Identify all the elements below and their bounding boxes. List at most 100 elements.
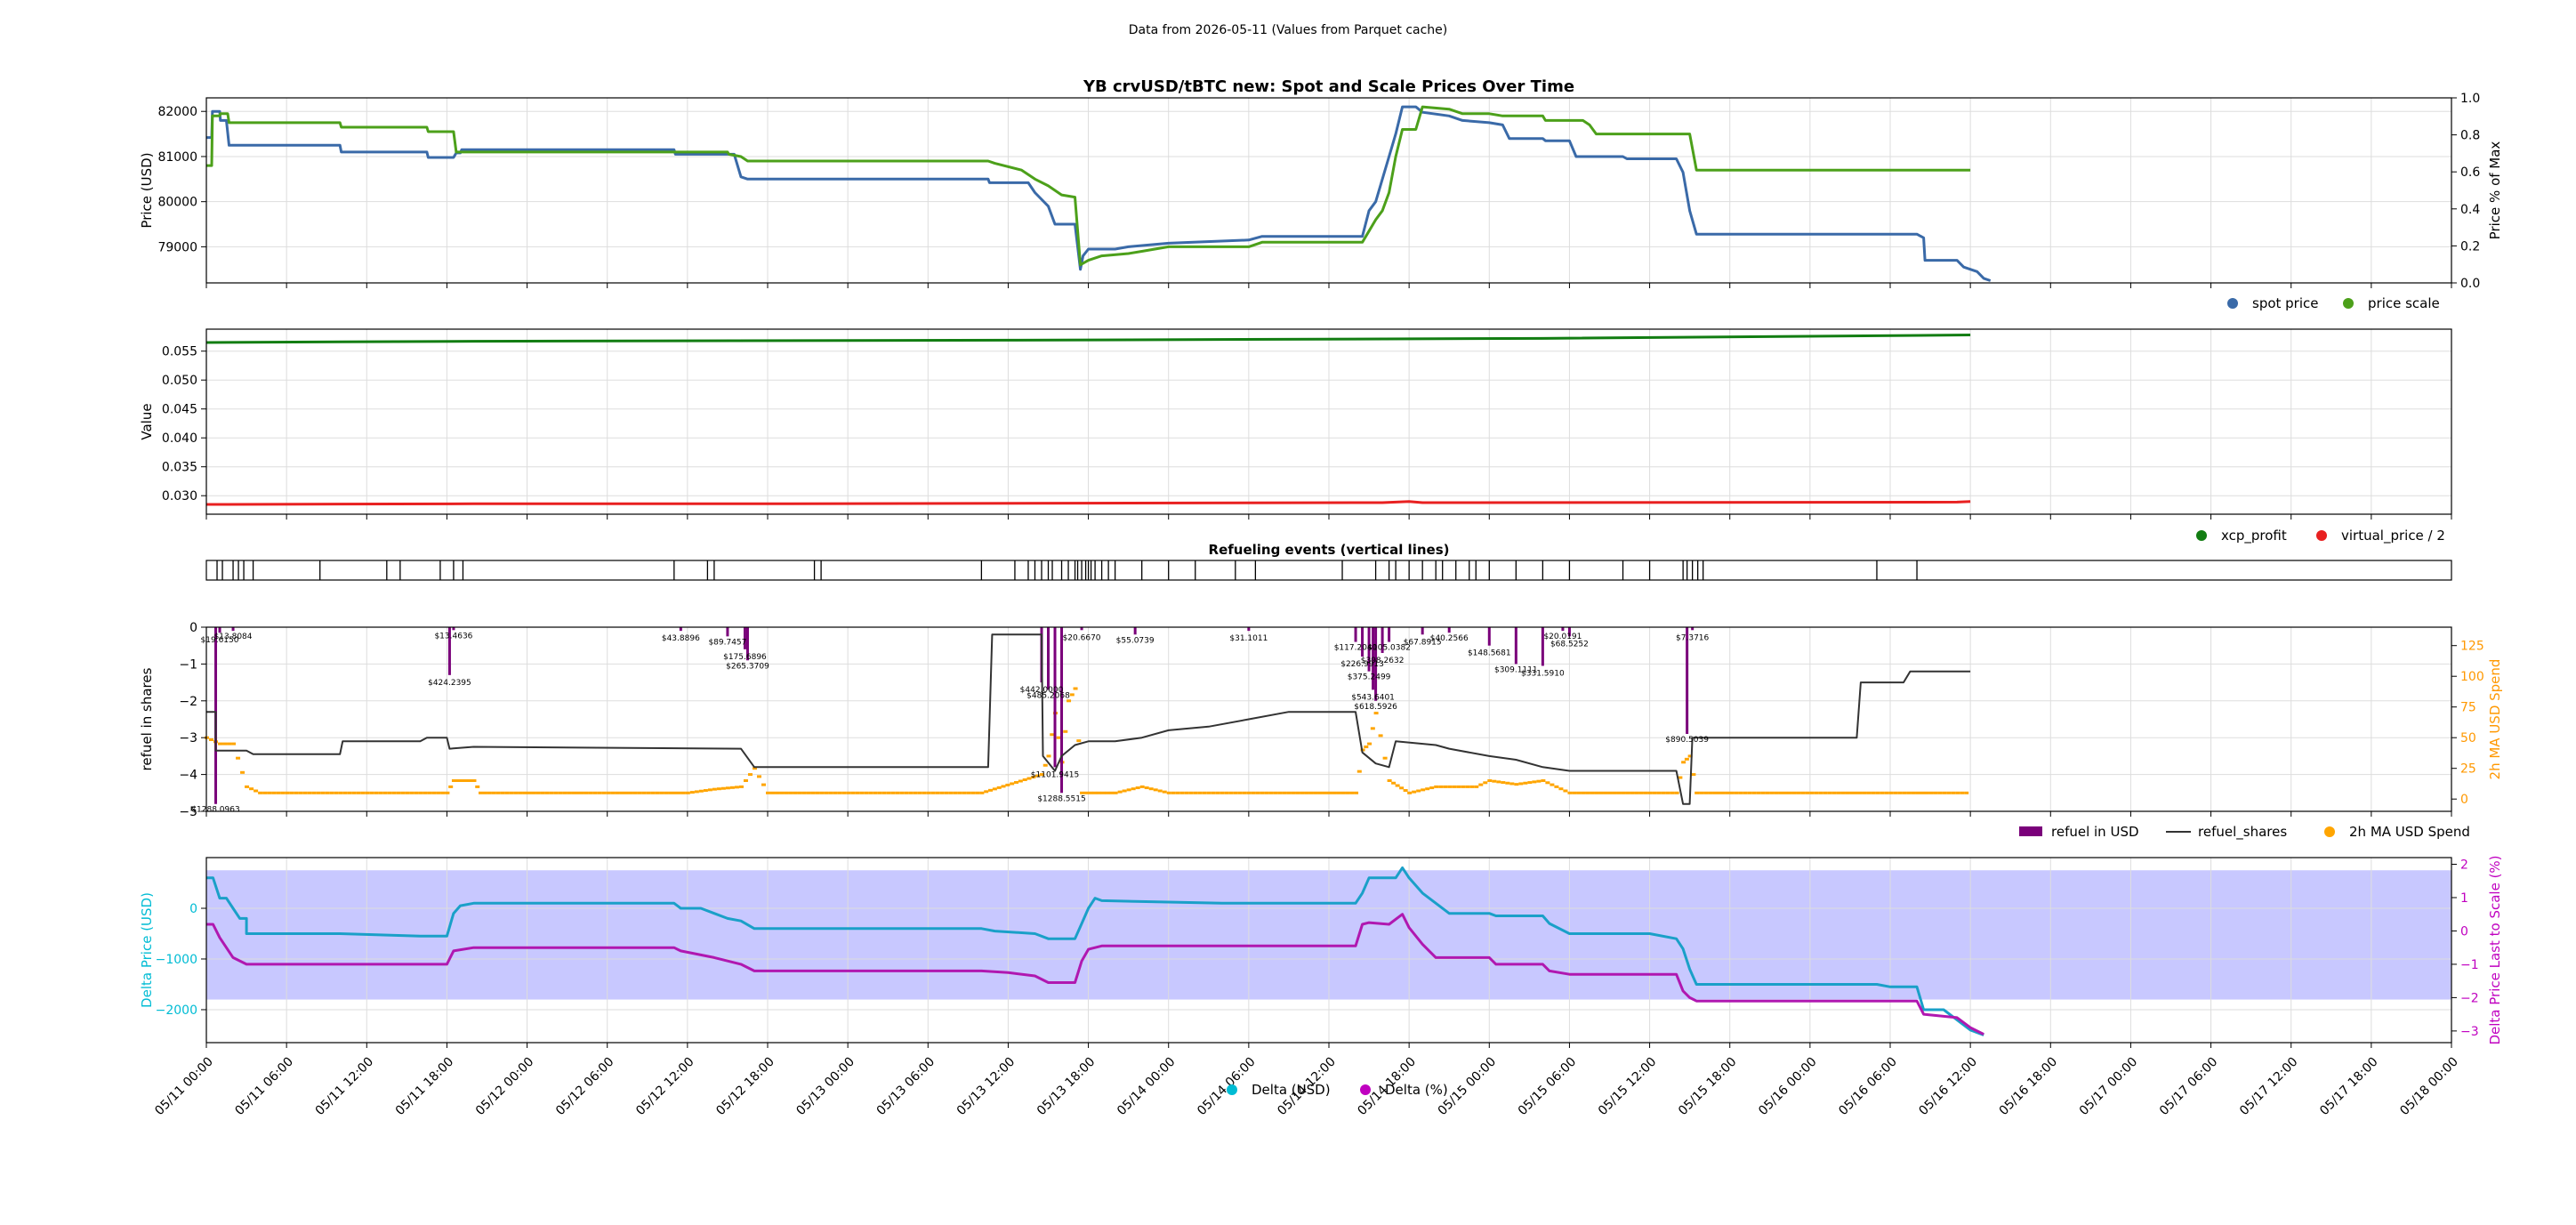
ma-spend-point	[1069, 693, 1075, 697]
value-legend-label: xcp_profit	[2221, 528, 2287, 544]
delta-ytick-label: −2000	[156, 1003, 197, 1018]
ma-spend-point	[400, 791, 406, 794]
ma-spend-point	[1018, 779, 1023, 783]
x-tick-label: 05/17 18:00	[2317, 1055, 2381, 1119]
delta-legend-marker	[1227, 1084, 1237, 1095]
ma-spend-point	[320, 791, 326, 794]
ma-spend-point	[1014, 780, 1019, 784]
refuel-y2tick-label: 25	[2460, 762, 2476, 777]
ma-spend-point	[676, 791, 681, 794]
ma-spend-point	[1399, 786, 1405, 790]
ma-spend-point	[1725, 791, 1730, 794]
ma-spend-point	[720, 786, 726, 790]
ma-spend-point	[1202, 791, 1207, 794]
ma-spend-point	[1708, 791, 1713, 794]
ma-spend-point	[1277, 791, 1283, 794]
ma-spend-point	[1452, 785, 1457, 788]
events-frame	[205, 560, 2452, 581]
ma-spend-point	[325, 791, 330, 794]
ma-spend-point	[615, 791, 620, 794]
x-tick-label: 05/17 00:00	[2077, 1055, 2141, 1119]
ma-spend-point	[1625, 791, 1630, 794]
ma-spend-point	[984, 790, 989, 794]
ma-spend-point	[992, 787, 997, 791]
ma-spend-point	[1403, 789, 1408, 793]
refuel-bar-label: $13.4636	[434, 632, 472, 641]
refuel-bar-label: $543.6401	[1351, 693, 1395, 702]
ma-spend-point	[655, 791, 660, 794]
ma-spend-point	[877, 791, 882, 794]
ma-spend-point	[1920, 791, 1925, 794]
ma-spend-point	[738, 785, 744, 788]
x-tick-label: 05/13 00:00	[793, 1055, 857, 1119]
ma-spend-point	[360, 791, 366, 794]
ma-spend-point	[1765, 791, 1770, 794]
ma-spend-point	[500, 791, 505, 794]
ma-spend-point	[584, 791, 589, 794]
x-tick-label: 05/12 12:00	[633, 1055, 697, 1119]
ma-spend-point	[908, 791, 914, 794]
ma-spend-point	[680, 791, 686, 794]
ma-spend-point	[294, 791, 299, 794]
refuel-ylabel: refuel in shares	[139, 667, 155, 770]
ma-spend-point	[1268, 791, 1274, 794]
ma-spend-point	[1135, 786, 1140, 790]
price-ytick-label: 82000	[157, 105, 197, 119]
ma-spend-point	[1567, 791, 1573, 794]
ma-spend-point	[1585, 791, 1590, 794]
refuel-ytick-label: −3	[179, 731, 197, 745]
ma-spend-point	[628, 791, 633, 794]
ma-spend-point	[1056, 736, 1061, 739]
ma-spend-point	[1946, 791, 1952, 794]
ma-spend-point	[1756, 791, 1761, 794]
ma-spend-point	[988, 788, 994, 792]
ma-spend-point	[1308, 791, 1314, 794]
ma-spend-point	[922, 791, 927, 794]
delta-y2tick-label: −2	[2460, 991, 2479, 1005]
refuel-y2tick-label: 75	[2460, 701, 2476, 715]
refuel-bar-label: $7.3716	[1676, 633, 1709, 642]
ma-spend-point	[467, 779, 472, 782]
ma-spend-point	[664, 791, 669, 794]
ma-spend-point	[698, 789, 704, 793]
ma-spend-point	[895, 791, 900, 794]
ma-spend-point	[1769, 791, 1775, 794]
ma-spend-point	[1370, 727, 1375, 730]
ma-spend-point	[231, 742, 237, 745]
ma-spend-point	[1734, 791, 1739, 794]
ma-spend-point	[1518, 782, 1524, 786]
x-tick-label: 05/11 12:00	[313, 1055, 377, 1119]
ma-spend-point	[1523, 781, 1528, 785]
value-ytick-label: 0.045	[162, 403, 197, 417]
ma-spend-point	[1955, 791, 1960, 794]
ma-spend-point	[427, 791, 432, 794]
ma-spend-point	[1162, 790, 1167, 794]
ma-spend-point	[455, 779, 461, 782]
ma-spend-point	[689, 791, 695, 794]
xcp-profit-series	[205, 334, 1971, 344]
ma-spend-point	[1391, 781, 1397, 785]
delta-y2tick-label: −1	[2460, 958, 2479, 972]
x-tick-label: 05/16 18:00	[1997, 1055, 2061, 1119]
ma-spend-point	[1747, 791, 1752, 794]
ma-spend-point	[1897, 791, 1903, 794]
ma-spend-point	[743, 779, 748, 782]
ma-spend-point	[356, 791, 361, 794]
ma-spend-point	[369, 791, 374, 794]
delta-usd-series	[206, 866, 1984, 1036]
ma-spend-point	[1255, 791, 1260, 794]
price-scale-series	[206, 105, 1971, 267]
ma-spend-point	[913, 791, 918, 794]
ma-spend-point	[868, 791, 873, 794]
ma-spend-point	[1387, 779, 1392, 782]
ma-spend-point	[302, 791, 308, 794]
ma-spend-point	[1083, 791, 1089, 794]
ma-spend-point	[1509, 782, 1515, 786]
ma-spend-point	[926, 791, 931, 794]
ma-spend-point	[747, 773, 753, 777]
ma-spend-point	[1026, 777, 1032, 780]
refuel-y2tick-label: 50	[2460, 731, 2476, 745]
refuel-bar-label: $148.5681	[1468, 649, 1511, 658]
refuel-bar-label: $20.6670	[1063, 633, 1101, 642]
ma-spend-point	[841, 791, 847, 794]
